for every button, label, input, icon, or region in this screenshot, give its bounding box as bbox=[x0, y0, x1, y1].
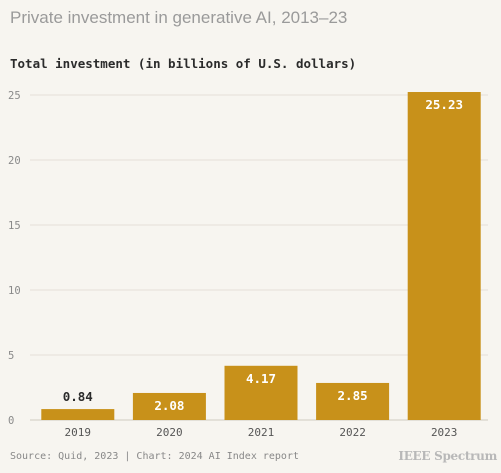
y-tick-label: 25 bbox=[8, 90, 21, 102]
data-labels: 0.84 2.08 4.17 2.85 25.23 bbox=[63, 97, 463, 413]
data-label: 2.08 bbox=[154, 398, 184, 413]
y-tick-label: 5 bbox=[8, 350, 14, 362]
y-tick-labels: 0 5 10 15 20 25 bbox=[8, 90, 21, 427]
chart-title: Private investment in generative AI, 201… bbox=[10, 8, 348, 27]
y-tick-label: 20 bbox=[8, 155, 21, 167]
bar-2020 bbox=[132, 392, 206, 420]
x-tick-labels: 2019 2020 2021 2022 2023 bbox=[65, 426, 458, 439]
y-tick-label: 0 bbox=[8, 415, 14, 427]
y-tick-label: 15 bbox=[8, 220, 21, 232]
data-label: 2.85 bbox=[338, 388, 368, 403]
bar-2022 bbox=[316, 382, 390, 420]
bar-2023 bbox=[407, 92, 481, 420]
bar-2021 bbox=[224, 365, 298, 420]
bar-2019 bbox=[41, 409, 115, 420]
x-tick-label: 2023 bbox=[431, 426, 458, 439]
y-tick-label: 10 bbox=[8, 285, 21, 297]
data-label: 4.17 bbox=[246, 371, 276, 386]
bar-chart: 0 5 10 15 20 25 0.84 2.08 4.17 2.85 25.23 2019 202… bbox=[8, 90, 488, 439]
chart-subtitle: Total investment (in billions of U.S. do… bbox=[10, 56, 357, 71]
publisher-logo: IEEE Spectrum bbox=[398, 449, 497, 463]
x-tick-label: 2020 bbox=[156, 426, 183, 439]
x-tick-label: 2019 bbox=[65, 426, 92, 439]
x-tick-label: 2021 bbox=[248, 426, 275, 439]
source-note: Source: Quid, 2023 | Chart: 2024 AI Inde… bbox=[10, 451, 299, 462]
bars bbox=[41, 92, 481, 420]
data-label: 25.23 bbox=[425, 97, 463, 112]
x-tick-label: 2022 bbox=[339, 426, 366, 439]
data-label: 0.84 bbox=[63, 389, 93, 404]
